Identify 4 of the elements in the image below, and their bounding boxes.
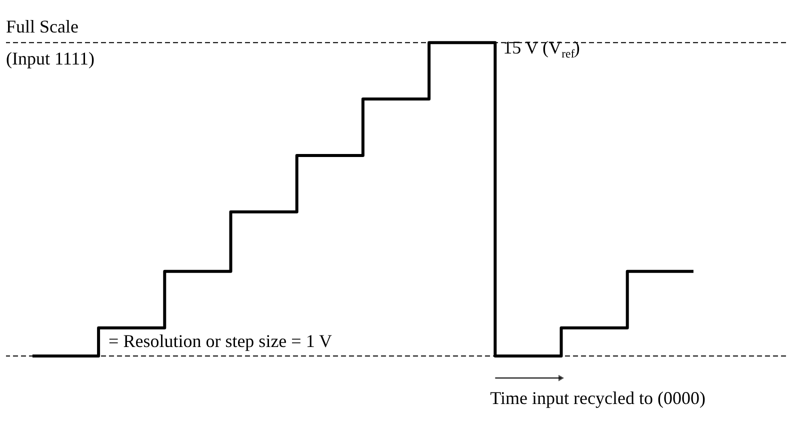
annotation: = Resolution or step size = 1 V: [108, 330, 332, 351]
ref-line-label: Full Scale: [6, 16, 79, 37]
text: Time input recycled to (0000): [490, 388, 706, 408]
annotation: (Input 1111): [6, 48, 94, 69]
